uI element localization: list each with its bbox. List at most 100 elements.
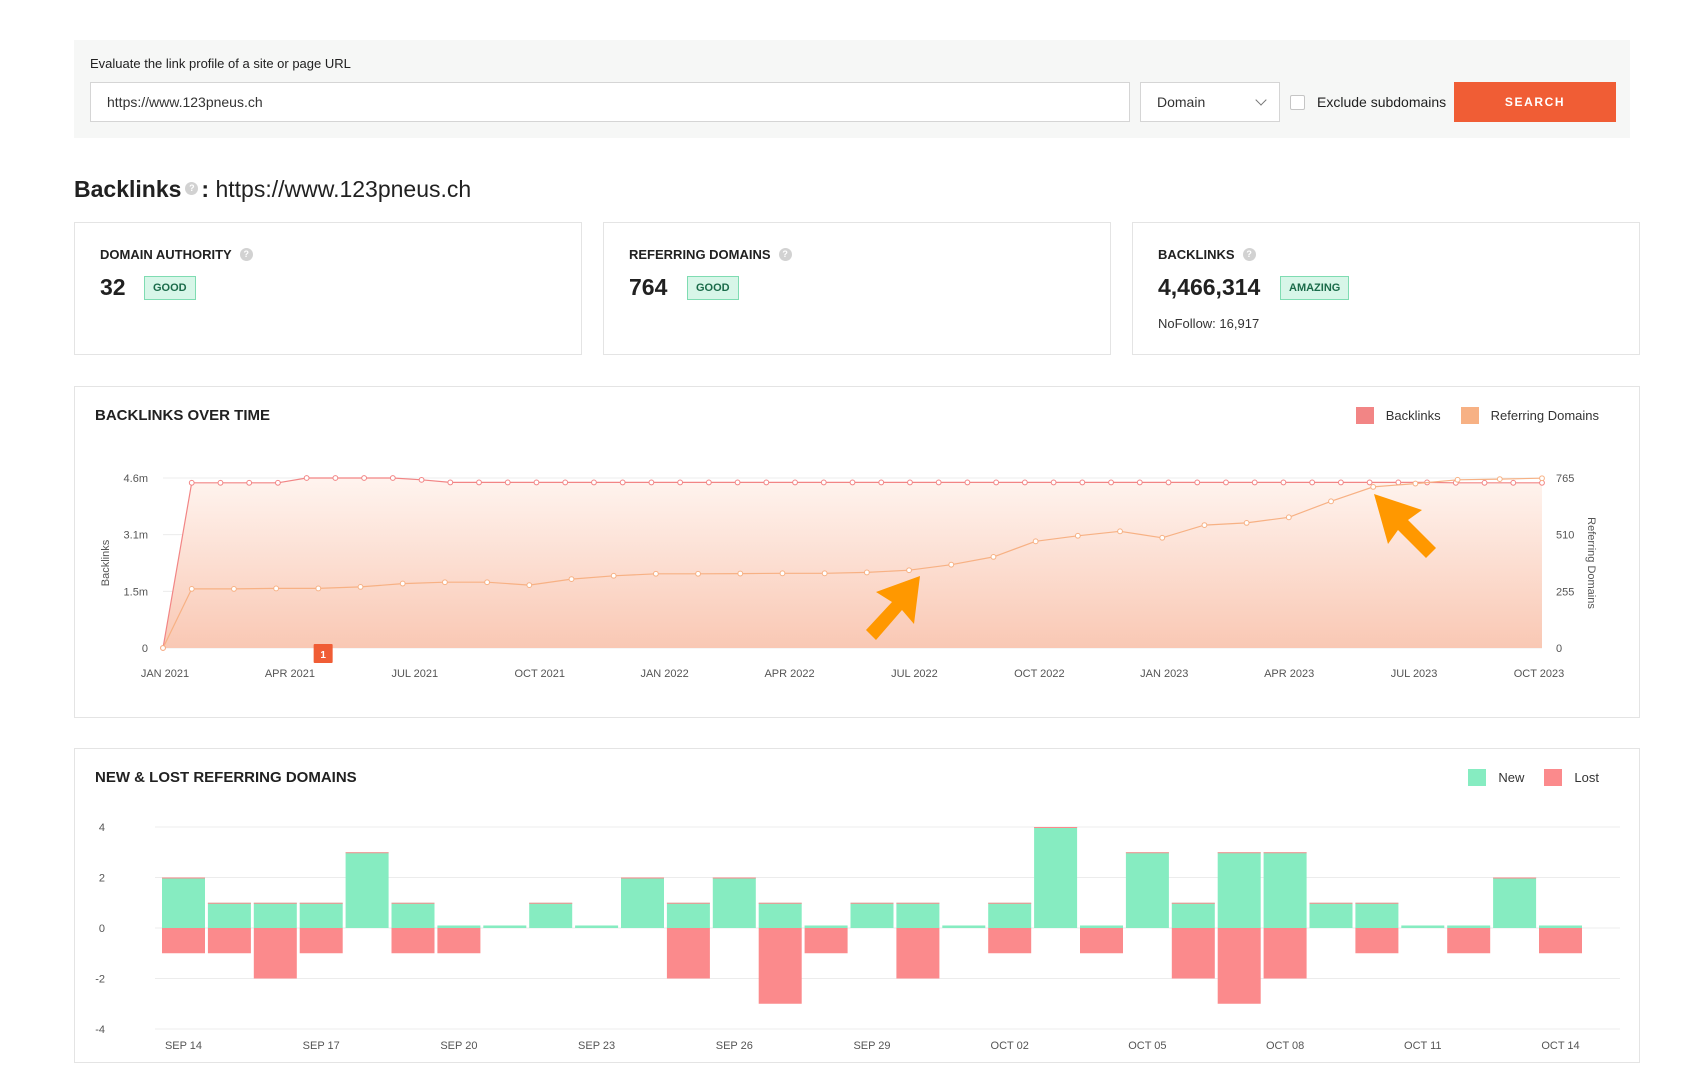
legend-swatch bbox=[1468, 769, 1487, 786]
scope-select[interactable]: Domain bbox=[1140, 82, 1280, 122]
backlinks-card: BACKLINKS? 4,466,314 AMAZING NoFollow: 1… bbox=[1132, 222, 1640, 355]
referring-domains-point bbox=[1032, 538, 1039, 545]
referring-domains-point bbox=[863, 569, 870, 576]
x-tick-label: JAN 2022 bbox=[640, 668, 688, 680]
backlinks-point bbox=[1021, 479, 1028, 486]
new-bar bbox=[1447, 925, 1491, 928]
backlinks-point bbox=[763, 479, 770, 486]
new-lost-bar-chart: 4 2 0 -2 -4 SEP 14 SEP 17 SEP 20 SEP 23 SEP 26 SEP… bbox=[95, 822, 1620, 1052]
referring-domains-point bbox=[1496, 476, 1503, 483]
lost-bar bbox=[1447, 928, 1491, 954]
y2-tick-label: 0 bbox=[1556, 643, 1562, 655]
x-tick-label: APR 2022 bbox=[764, 668, 814, 680]
x-tick-label: APR 2021 bbox=[265, 668, 315, 680]
metric-value: 4,466,314 bbox=[1158, 274, 1261, 300]
legend-label: Backlinks bbox=[1385, 408, 1441, 423]
referring-domains-point bbox=[1201, 522, 1208, 529]
lost-bar bbox=[804, 928, 848, 954]
new-bar bbox=[1309, 902, 1353, 928]
x-tick-label: JAN 2021 bbox=[141, 668, 189, 680]
legend-item-lost[interactable]: Lost bbox=[1544, 769, 1599, 786]
metric-value: 764 bbox=[629, 274, 668, 300]
referring-domains-point bbox=[442, 579, 448, 586]
page-title-separator: : bbox=[201, 176, 210, 202]
backlinks-point bbox=[1337, 479, 1344, 486]
referring-domains-point bbox=[1370, 483, 1377, 490]
help-icon[interactable]: ? bbox=[1242, 248, 1256, 262]
backlinks-over-time-card: BACKLINKS OVER TIME Backlinks Referring … bbox=[74, 386, 1640, 718]
new-bar bbox=[1034, 827, 1078, 928]
metric-value: 32 bbox=[100, 274, 126, 300]
new-bar bbox=[529, 902, 573, 928]
backlinks-point bbox=[820, 479, 827, 486]
x-tick-label: APR 2023 bbox=[1264, 668, 1314, 680]
chevron-down-icon bbox=[1255, 94, 1267, 106]
exclude-subdomains-label[interactable]: Exclude subdomains bbox=[1317, 94, 1447, 110]
y-axis-label: Backlinks bbox=[100, 539, 112, 586]
lost-bar bbox=[253, 928, 297, 979]
legend-item-referring-domains[interactable]: Referring Domains bbox=[1460, 407, 1599, 424]
new-bar bbox=[483, 925, 527, 928]
backlinks-point bbox=[361, 475, 368, 481]
new-bar bbox=[207, 902, 251, 928]
referring-domains-point bbox=[1539, 475, 1545, 482]
metric-title-text: REFERRING DOMAINS bbox=[629, 247, 771, 262]
url-input[interactable] bbox=[90, 82, 1130, 122]
referring-domains-point bbox=[948, 561, 955, 568]
referring-domains-point bbox=[990, 553, 997, 560]
referring-domains-point bbox=[906, 567, 912, 574]
legend-label: New bbox=[1498, 770, 1525, 785]
backlinks-point bbox=[1136, 479, 1143, 486]
y2-tick-label: 255 bbox=[1556, 586, 1574, 598]
referring-domains-point bbox=[1159, 534, 1166, 541]
backlinks-point bbox=[792, 479, 798, 486]
search-button[interactable]: SEARCH bbox=[1454, 82, 1616, 122]
annotation-arrow-icon bbox=[1374, 494, 1436, 558]
backlinks-point bbox=[1050, 479, 1057, 486]
y-tick-label: 4.6m bbox=[124, 473, 148, 485]
backlinks-point bbox=[1251, 479, 1258, 486]
lost-bar bbox=[437, 928, 481, 954]
legend-label: Lost bbox=[1574, 770, 1599, 785]
scope-select-value: Domain bbox=[1157, 94, 1206, 110]
referring-domains-point bbox=[1285, 514, 1292, 521]
backlinks-point bbox=[1079, 479, 1086, 486]
new-bar bbox=[162, 877, 205, 928]
backlinks-line-chart: 0 0 1.5m 255 3.1m 510 4.6m 765 Backlinks Referrin… bbox=[100, 473, 1597, 680]
exclude-subdomains-checkbox[interactable] bbox=[1290, 95, 1305, 110]
backlinks-point bbox=[705, 479, 712, 486]
y2-axis-label: Referring Domains bbox=[1585, 517, 1597, 609]
referring-domains-point bbox=[652, 570, 659, 577]
y-tick-label: 0 bbox=[142, 643, 148, 655]
referring-domains-point bbox=[273, 585, 280, 592]
x-tick-label: SEP 20 bbox=[440, 1040, 477, 1052]
lost-bar bbox=[896, 928, 940, 979]
legend-item-new[interactable]: New bbox=[1468, 769, 1524, 786]
referring-domains-point bbox=[1454, 476, 1461, 483]
help-icon[interactable]: ? bbox=[778, 248, 792, 262]
new-bar bbox=[1493, 877, 1537, 928]
lost-bar bbox=[1263, 928, 1307, 979]
new-bar bbox=[621, 877, 664, 928]
legend-item-backlinks[interactable]: Backlinks bbox=[1355, 407, 1441, 424]
new-bar bbox=[1539, 925, 1582, 928]
new-bar bbox=[1217, 852, 1261, 928]
lost-bar bbox=[1539, 928, 1582, 954]
x-tick-label: SEP 23 bbox=[578, 1040, 615, 1052]
backlinks-point bbox=[389, 475, 396, 481]
x-tick-label: JUL 2023 bbox=[1391, 668, 1438, 680]
lost-bar bbox=[666, 928, 710, 979]
status-badge: GOOD bbox=[687, 276, 739, 300]
new-bar bbox=[345, 852, 389, 928]
referring-domains-point bbox=[737, 570, 744, 577]
x-tick-label: OCT 08 bbox=[1266, 1040, 1304, 1052]
referring-domains-point bbox=[1074, 532, 1081, 539]
x-tick-label: SEP 29 bbox=[853, 1040, 890, 1052]
y-tick-label: -4 bbox=[95, 1024, 105, 1036]
new-bar bbox=[1355, 902, 1399, 928]
metric-title: BACKLINKS? bbox=[1158, 247, 1256, 262]
y-tick-label: 0 bbox=[99, 923, 105, 935]
help-icon[interactable]: ? bbox=[185, 182, 199, 196]
new-bar bbox=[850, 902, 894, 928]
help-icon[interactable]: ? bbox=[239, 248, 253, 262]
